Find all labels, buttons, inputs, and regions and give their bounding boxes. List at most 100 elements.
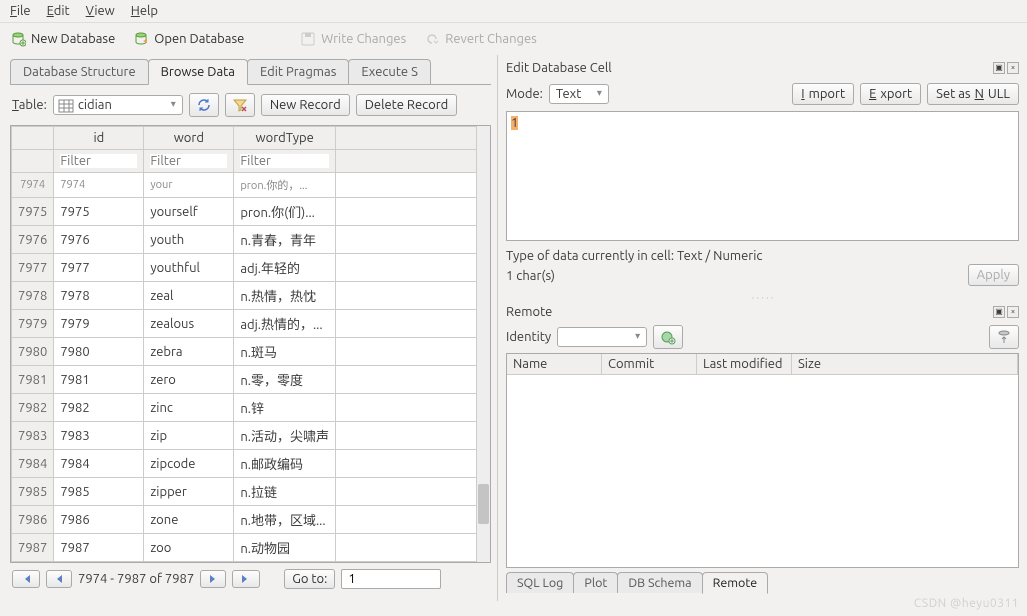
new-record-button[interactable]: New Record bbox=[261, 94, 350, 116]
bottom-tabs: SQL Log Plot DB Schema Remote bbox=[506, 568, 1019, 597]
table-row[interactable]: 79877987zoon.动物园 bbox=[12, 534, 490, 562]
table-row[interactable]: 79827982zincn.锌 bbox=[12, 394, 490, 422]
table-row[interactable]: 79767976youthn.青春，青年 bbox=[12, 226, 490, 254]
data-grid: id word wordType 79747 bbox=[10, 125, 491, 563]
clear-filters-button[interactable] bbox=[225, 93, 255, 117]
identity-label: Identity bbox=[506, 330, 551, 344]
table-name: cidian bbox=[78, 98, 112, 112]
open-database-icon bbox=[133, 31, 149, 47]
close-icon[interactable]: × bbox=[1007, 306, 1019, 318]
table-label: Table: bbox=[12, 98, 47, 112]
refresh-icon bbox=[196, 97, 212, 113]
mode-select[interactable]: Text bbox=[549, 84, 609, 104]
right-pane: Edit Database Cell ▣ × Mode: Text Import… bbox=[498, 55, 1027, 601]
table-select[interactable]: cidian bbox=[53, 95, 183, 115]
menu-help[interactable]: Help bbox=[131, 4, 158, 18]
remote-title-bar: Remote ▣ × bbox=[506, 303, 1019, 321]
refresh-button[interactable] bbox=[189, 93, 219, 117]
mode-row: Mode: Text Import Export Set as NULL bbox=[506, 77, 1019, 111]
new-database-button[interactable]: New Database bbox=[10, 31, 115, 47]
col-word[interactable]: word bbox=[144, 127, 234, 150]
table-row[interactable]: 79857985zippern.拉链 bbox=[12, 478, 490, 506]
table-row[interactable]: 79817981zeron.零，零度 bbox=[12, 366, 490, 394]
remote-grid: Name Commit Last modified Size bbox=[506, 353, 1019, 568]
table-row[interactable]: 79787978zealn.热情，热忱 bbox=[12, 282, 490, 310]
identity-select[interactable] bbox=[557, 327, 647, 347]
tab-remote[interactable]: Remote bbox=[702, 572, 769, 594]
toolbar: New Database Open Database Write Changes… bbox=[0, 23, 1027, 55]
remote-title: Remote bbox=[506, 305, 552, 319]
set-null-button[interactable]: Set as NULL bbox=[927, 83, 1019, 105]
filter-word[interactable] bbox=[150, 154, 227, 168]
page-range: 7974 - 7987 of 7987 bbox=[78, 572, 194, 586]
tab-browse[interactable]: Browse Data bbox=[148, 59, 248, 85]
tab-structure[interactable]: Database Structure bbox=[10, 59, 149, 84]
vertical-scrollbar[interactable] bbox=[476, 126, 490, 562]
remote-push-button[interactable] bbox=[989, 325, 1019, 349]
revert-changes-button: Revert Changes bbox=[424, 31, 537, 47]
close-icon[interactable]: × bbox=[1007, 62, 1019, 74]
tab-execute[interactable]: Execute S bbox=[348, 59, 431, 84]
cell-char-count: 1 char(s) bbox=[506, 267, 762, 287]
left-pane: Database Structure Browse Data Edit Prag… bbox=[0, 55, 498, 601]
filter-wordtype[interactable] bbox=[240, 154, 329, 168]
export-button[interactable]: Export bbox=[860, 83, 921, 105]
goto-button[interactable]: Go to: bbox=[284, 569, 335, 589]
new-database-icon bbox=[10, 31, 26, 47]
filter-clear-icon bbox=[232, 97, 248, 113]
open-database-button[interactable]: Open Database bbox=[133, 31, 244, 47]
tab-plot[interactable]: Plot bbox=[573, 572, 618, 593]
remote-col-name[interactable]: Name bbox=[507, 354, 602, 374]
mode-label: Mode: bbox=[506, 87, 543, 101]
next-page-button[interactable] bbox=[200, 570, 226, 588]
pager: 7974 - 7987 of 7987 Go to: bbox=[10, 563, 491, 595]
tab-dbschema[interactable]: DB Schema bbox=[617, 572, 702, 593]
table-row[interactable]: 79847984zipcoden.邮政编码 bbox=[12, 450, 490, 478]
table-row[interactable]: 79867986zonen.地带，区域... bbox=[12, 506, 490, 534]
identity-add-button[interactable] bbox=[653, 325, 683, 349]
save-icon bbox=[300, 31, 316, 47]
write-changes-label: Write Changes bbox=[321, 32, 406, 46]
col-wordtype[interactable]: wordType bbox=[234, 127, 336, 150]
splitter[interactable]: · · · · · bbox=[506, 292, 1019, 303]
table-row[interactable]: 79757975yourselfpron.你(们)... bbox=[12, 198, 490, 226]
menu-view[interactable]: View bbox=[86, 4, 115, 18]
upload-icon bbox=[996, 329, 1012, 345]
identity-row: Identity bbox=[506, 321, 1019, 353]
table-row[interactable]: 79837983zipn.活动，尖啸声 bbox=[12, 422, 490, 450]
filter-id[interactable] bbox=[60, 154, 137, 168]
last-page-button[interactable] bbox=[232, 570, 260, 588]
cell-editor[interactable]: 1 bbox=[506, 111, 1019, 241]
prev-page-button[interactable] bbox=[46, 570, 72, 588]
undock-icon[interactable]: ▣ bbox=[993, 62, 1005, 74]
col-id[interactable]: id bbox=[54, 127, 144, 150]
table-row[interactable]: 79777977youthfuladj.年轻的 bbox=[12, 254, 490, 282]
menu-edit[interactable]: Edit bbox=[47, 4, 70, 18]
menu-file[interactable]: File bbox=[10, 4, 31, 18]
edit-cell-title: Edit Database Cell bbox=[506, 61, 612, 75]
table-row[interactable]: 79807980zebran.斑马 bbox=[12, 338, 490, 366]
revert-changes-label: Revert Changes bbox=[445, 32, 537, 46]
watermark: CSDN @heyu0311 bbox=[914, 597, 1019, 610]
table-icon bbox=[58, 98, 74, 114]
undock-icon[interactable]: ▣ bbox=[993, 306, 1005, 318]
remote-col-size[interactable]: Size bbox=[792, 354, 1018, 374]
first-page-button[interactable] bbox=[12, 570, 40, 588]
goto-input[interactable] bbox=[341, 569, 441, 589]
table-bar: Table: cidian New Record Delete Record bbox=[10, 85, 491, 125]
new-database-label: New Database bbox=[31, 32, 115, 46]
delete-record-button[interactable]: Delete Record bbox=[356, 94, 458, 116]
table-row[interactable]: 79797979zealousadj.热情的，... bbox=[12, 310, 490, 338]
menubar: File Edit View Help bbox=[0, 0, 1027, 23]
cell-type-info: Type of data currently in cell: Text / N… bbox=[506, 247, 762, 267]
table-row[interactable]: 79747974yourpron.你的，... bbox=[12, 173, 490, 198]
remote-col-lastmod[interactable]: Last modified bbox=[697, 354, 792, 374]
tab-sqllog[interactable]: SQL Log bbox=[506, 572, 574, 593]
globe-plus-icon bbox=[660, 329, 676, 345]
remote-col-commit[interactable]: Commit bbox=[602, 354, 697, 374]
tab-pragmas[interactable]: Edit Pragmas bbox=[247, 59, 349, 84]
cell-value: 1 bbox=[511, 116, 518, 130]
import-button[interactable]: Import bbox=[792, 83, 854, 105]
open-database-label: Open Database bbox=[154, 32, 244, 46]
revert-icon bbox=[424, 31, 440, 47]
